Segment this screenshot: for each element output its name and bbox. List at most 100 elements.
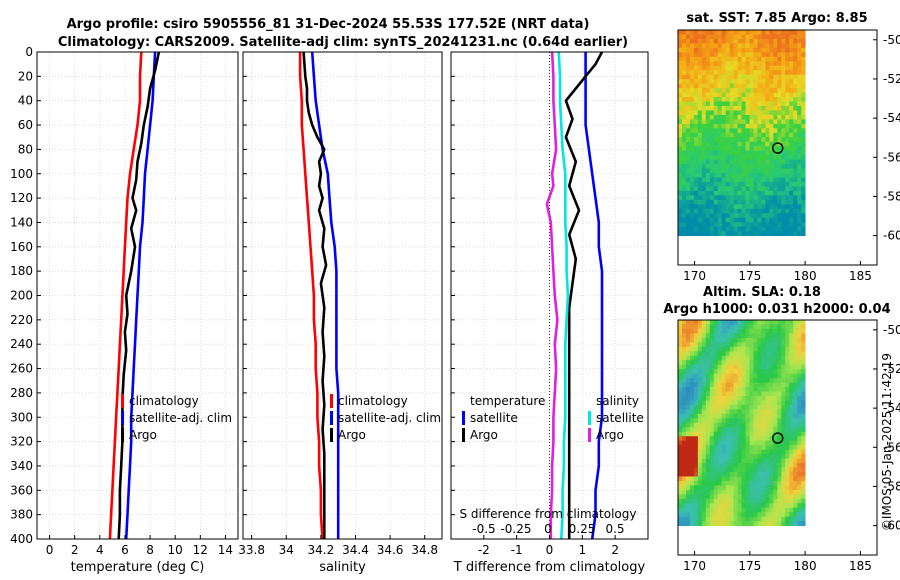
map-cell [689,132,695,138]
map-cell [685,445,691,451]
map-cell [769,418,774,424]
map-cell [793,324,798,330]
map-cell [757,43,762,49]
map-cell [681,369,687,375]
map-cell [693,52,699,58]
map-cell [749,382,754,388]
map-cell [713,97,719,102]
map-cell [733,458,738,464]
map-cell [745,132,750,138]
map-cell [741,34,746,40]
map-cell [729,150,735,156]
map-cell [789,521,794,527]
map-cell [717,409,723,415]
map-cell [741,65,746,71]
map-cell [781,146,786,152]
map-cell [757,38,762,44]
map-cell [713,168,719,174]
map-cell [693,516,699,522]
map-cell [709,168,715,174]
map-cell [717,404,723,410]
map-cell [797,97,802,102]
map-cell [749,150,754,156]
map-cell [681,521,687,527]
map-cell [801,422,806,428]
map-cell [705,427,711,433]
map-cell [701,47,707,53]
map-cell [789,56,794,62]
map-cell [801,114,806,120]
map-cell [781,114,786,120]
map-cell [781,150,786,156]
map-cell [717,507,723,513]
map-cell [757,395,762,401]
map-cell [769,195,774,201]
map-cell [781,445,786,451]
map-cell [741,164,746,169]
map-cell [753,458,758,464]
map-cell [769,173,774,178]
map-cell [773,409,778,415]
map-cell [769,324,774,330]
map-cell [689,346,695,352]
map-cell [713,422,719,428]
map-cell [745,342,750,348]
map-cell [781,231,786,237]
map-cell [729,110,735,116]
map-cell [737,463,742,468]
map-cell [769,382,774,388]
map-cell [717,208,723,214]
map-cell [689,110,695,116]
map-cell [725,43,731,49]
map-cell [797,190,802,196]
map-cell [741,409,746,415]
map-cell [793,83,798,89]
map-cell [725,395,731,401]
map-cell [785,440,790,446]
map-cell [741,364,746,370]
map-cell [773,480,778,486]
map-cell [713,516,719,522]
map-cell [693,119,699,125]
map-cell [678,146,683,152]
map-cell [717,195,723,201]
map-cell [793,30,798,35]
map-cell [681,43,687,49]
map-cell [769,378,774,383]
legend-title-salinity: salinity [596,394,639,408]
map-cell [741,333,746,339]
map-cell [701,83,707,89]
map-cell [753,150,758,156]
map-cell [725,101,731,107]
map-cell [789,38,794,44]
map-cell [709,150,715,156]
map-cell [678,137,683,143]
map-cell [765,476,770,482]
map-cell [781,177,786,183]
map-cell [737,38,742,44]
map-cell [717,494,723,500]
map-cell [717,485,723,491]
map-cell [701,159,707,165]
map-cell [793,88,798,93]
x-tick-label: 0 [546,543,554,557]
map-cell [709,467,715,473]
map-cell [737,190,742,196]
map-cell [749,222,754,228]
map-cell [749,342,754,348]
map-cell [769,445,774,451]
map-cell [761,177,766,183]
map-cell [761,485,766,491]
map-cell [777,458,782,464]
map-cell [773,476,778,482]
map-cell [681,204,687,210]
map-cell [697,324,703,330]
map-cell [741,186,746,192]
map-cell [793,364,798,370]
map-cell [705,337,711,343]
map-cell [678,320,683,325]
map-cell [761,74,766,80]
map-cell [801,333,806,339]
map-cell [729,52,735,58]
map-cell [789,47,794,53]
